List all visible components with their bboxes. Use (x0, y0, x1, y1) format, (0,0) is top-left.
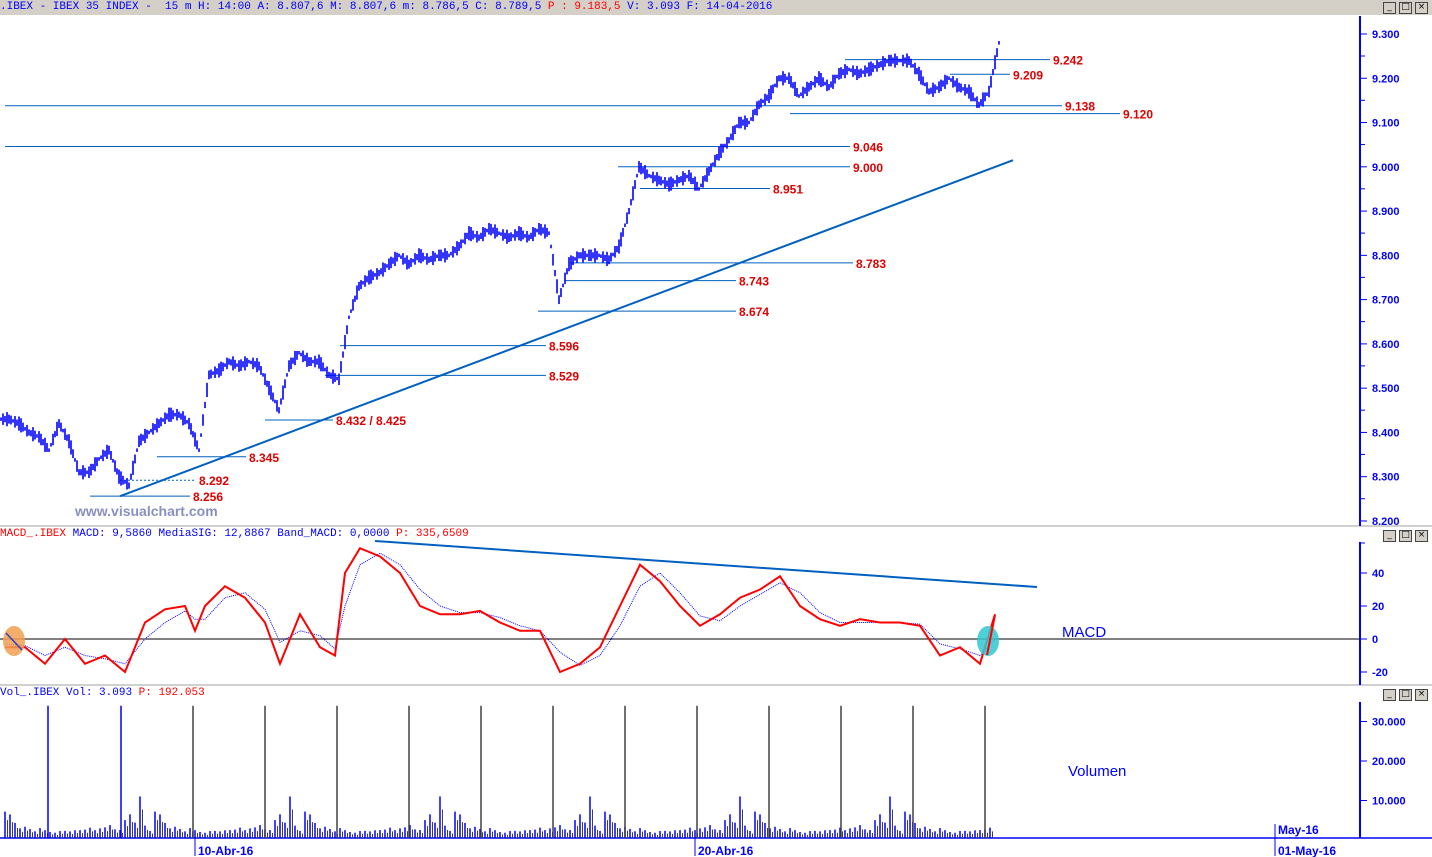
macd-maximize-button[interactable]: □ (1399, 530, 1412, 542)
volume-panel-label: Volumen (1068, 763, 1126, 780)
time-tick-label: 10-Abr-16 (198, 844, 254, 857)
time-tick-label: 01-May-16 (1278, 844, 1336, 857)
price-level-label: 9.000 (853, 161, 883, 175)
volume-tick-label: 30.000 (1372, 717, 1406, 729)
price-tick-label: 8.800 (1372, 250, 1400, 262)
vol-name: Vol_.IBEX (0, 687, 60, 699)
macd-signal-line (4, 552, 996, 666)
macd-tick-label: 0 (1372, 634, 1378, 646)
minimize-button[interactable]: _ (1383, 2, 1396, 14)
price-level-label: 8.292 (199, 474, 229, 488)
price-level-label: 8.596 (549, 340, 579, 354)
volume-panel-header: Vol_.IBEX Vol: 3.093 P: 192.053 _ □ × (0, 686, 1432, 701)
volume-tick-label: 20.000 (1372, 756, 1406, 768)
price-tick-label: 9.100 (1372, 118, 1400, 130)
price-level-label: 9.242 (1053, 54, 1083, 68)
vol-maximize-button[interactable]: □ (1399, 689, 1412, 701)
vol-window-controls: _ □ × (1383, 689, 1428, 701)
symbol-title: .IBEX - IBEX 35 INDEX - 15 m (0, 1, 192, 13)
vol-p: P: 192.053 (138, 687, 205, 699)
macd-values: MACD: 9,5860 MediaSIG: 12,8867 Band_MACD… (72, 528, 390, 540)
vol-close-button[interactable]: × (1415, 689, 1428, 701)
price-level-label: 9.120 (1123, 108, 1153, 122)
time-tick-label: May-16 (1278, 823, 1319, 837)
macd-name: MACD_.IBEX (0, 528, 67, 540)
price-tick-label: 9.000 (1372, 162, 1400, 174)
window-controls: _ □ × (1383, 2, 1428, 14)
price-level-label: 8.432 / 8.425 (336, 414, 406, 428)
price-tick-label: 8.900 (1372, 206, 1400, 218)
price-level-label: 9.046 (853, 140, 883, 154)
price-level-label: 8.674 (739, 305, 769, 319)
macd-panel-header: MACD_.IBEX MACD: 9,5860 MediaSIG: 12,886… (0, 527, 1432, 542)
ohlc-readout: H: 14:00 A: 8.807,6 M: 8.807,6 m: 8.786,… (198, 1, 542, 13)
macd-tick-label: 20 (1372, 601, 1384, 613)
price-tick-label: 8.300 (1372, 472, 1400, 484)
macd-cross-marker (977, 626, 999, 656)
price-level-label: 8.256 (193, 490, 223, 504)
price-readout: P : 9.183,5 (547, 1, 621, 13)
macd-tick-label: 40 (1372, 568, 1384, 580)
support-trendline (119, 159, 1014, 498)
macd-trendline (374, 539, 1038, 589)
vol-minimize-button[interactable]: _ (1383, 689, 1396, 701)
price-level-label: 9.209 (1013, 68, 1043, 82)
price-tick-label: 9.200 (1372, 73, 1400, 85)
price-level-label: 8.783 (856, 257, 886, 271)
marker-cross-icon (5, 632, 23, 651)
price-level-label: 8.743 (739, 275, 769, 289)
close-button[interactable]: × (1415, 2, 1428, 14)
chart-title-bar: .IBEX - IBEX 35 INDEX - 15 m H: 14:00 A:… (0, 0, 1432, 15)
price-tick-label: 8.200 (1372, 516, 1400, 528)
macd-close-button[interactable]: × (1415, 530, 1428, 542)
macd-tick-label: -20 (1372, 667, 1388, 679)
time-tick-label: 20-Abr-16 (698, 844, 754, 857)
price-tick-label: 8.400 (1372, 427, 1400, 439)
price-tick-label: 8.700 (1372, 295, 1400, 307)
price-level-label: 8.529 (549, 369, 579, 383)
macd-breakout-line (986, 614, 996, 656)
price-level-label: 8.951 (773, 183, 803, 197)
macd-panel-label: MACD (1062, 624, 1106, 641)
volume-date-readout: V: 3.093 F: 14-04-2016 (627, 1, 773, 13)
macd-minimize-button[interactable]: _ (1383, 530, 1396, 542)
watermark: www.visualchart.com (74, 503, 218, 519)
price-tick-label: 8.500 (1372, 383, 1400, 395)
price-level-label: 8.345 (249, 451, 279, 465)
maximize-button[interactable]: □ (1399, 2, 1412, 14)
macd-window-controls: _ □ × (1383, 530, 1428, 542)
volume-tick-label: 10.000 (1372, 796, 1406, 808)
price-tick-label: 9.300 (1372, 29, 1400, 41)
macd-p: P: 335,6509 (396, 528, 469, 540)
price-level-label: 9.138 (1065, 100, 1095, 114)
macd-line (5, 546, 996, 674)
price-tick-label: 8.600 (1372, 339, 1400, 351)
vol-values: Vol: 3.093 (66, 687, 133, 699)
